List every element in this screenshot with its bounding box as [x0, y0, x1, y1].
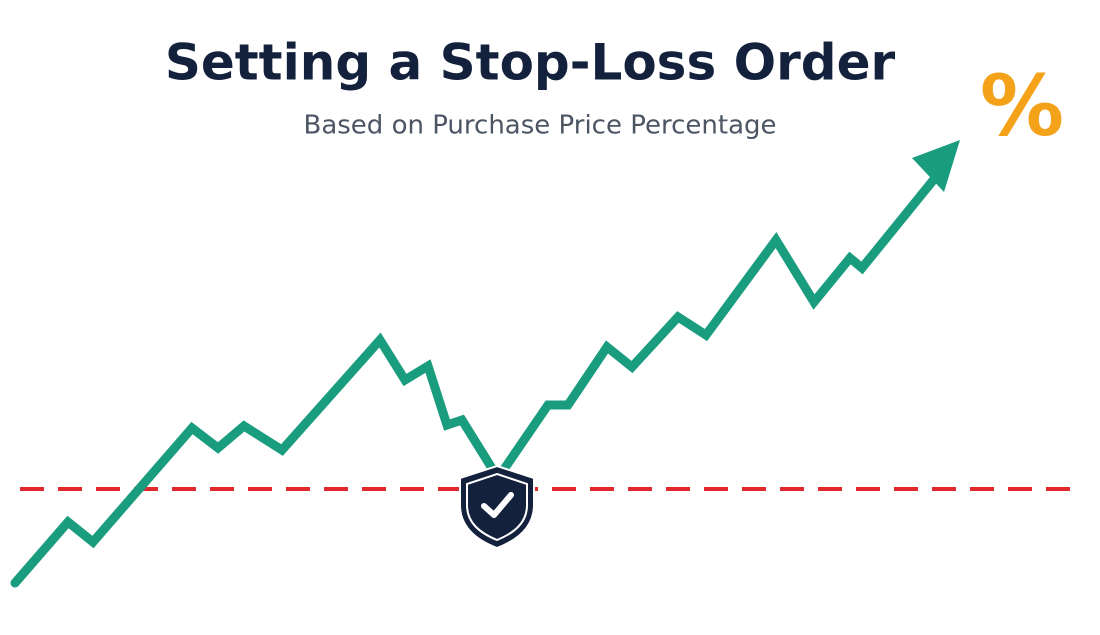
- price-line: [10, 173, 940, 588]
- title: Setting a Stop-Loss Order: [165, 34, 896, 92]
- subtitle: Based on Purchase Price Percentage: [303, 111, 776, 141]
- arrow-head: [912, 140, 960, 192]
- shield-icon: [459, 464, 535, 550]
- percent-icon: %: [980, 57, 1064, 155]
